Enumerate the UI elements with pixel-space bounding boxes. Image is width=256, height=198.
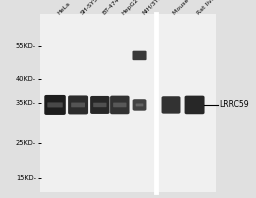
FancyBboxPatch shape [133,51,147,60]
Text: 55KD-: 55KD- [16,43,36,49]
Text: 40KD-: 40KD- [16,76,36,82]
FancyBboxPatch shape [90,96,110,114]
Text: LRRC59: LRRC59 [219,100,249,109]
FancyBboxPatch shape [133,99,146,111]
FancyBboxPatch shape [113,103,126,107]
Text: 15KD-: 15KD- [16,175,36,181]
FancyBboxPatch shape [68,95,88,114]
Bar [40,14,216,192]
Text: 35KD-: 35KD- [16,100,36,106]
FancyBboxPatch shape [110,96,130,114]
FancyBboxPatch shape [136,104,143,106]
FancyBboxPatch shape [162,96,180,114]
Text: SH-SY5Y: SH-SY5Y [79,0,102,16]
Text: HeLa: HeLa [56,1,71,16]
FancyBboxPatch shape [71,103,85,107]
FancyBboxPatch shape [44,95,66,115]
FancyBboxPatch shape [47,102,63,108]
Text: BT-474: BT-474 [101,0,120,16]
Text: NIH/3T3: NIH/3T3 [141,0,162,16]
Text: Rat liver: Rat liver [196,0,218,16]
Text: 25KD-: 25KD- [16,140,36,146]
Text: HepG2: HepG2 [121,0,140,16]
FancyBboxPatch shape [185,96,205,114]
FancyBboxPatch shape [93,103,106,107]
Text: Mouse liver: Mouse liver [172,0,201,16]
